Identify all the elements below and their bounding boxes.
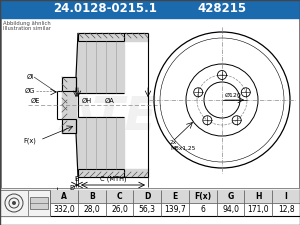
Text: 94,0: 94,0 [222, 205, 239, 214]
Text: ØH: ØH [82, 98, 92, 104]
Bar [50, 190, 300, 203]
Text: C: C [117, 192, 122, 201]
Text: 26,0: 26,0 [111, 205, 128, 214]
Text: C (MTH): C (MTH) [100, 176, 126, 182]
Bar [0, 190, 28, 216]
Text: F(x): F(x) [23, 138, 36, 144]
Bar [0, 0, 300, 18]
Text: 171,0: 171,0 [248, 205, 269, 214]
Bar [1, 18, 299, 188]
Text: F(x): F(x) [194, 192, 211, 201]
Text: 139,7: 139,7 [164, 205, 186, 214]
Bar [28, 190, 50, 216]
Text: 28,0: 28,0 [83, 205, 100, 214]
Text: ØA: ØA [105, 98, 115, 104]
Polygon shape [78, 117, 148, 177]
Text: 428215: 428215 [197, 2, 247, 16]
Text: Ø120: Ø120 [225, 92, 242, 97]
Text: D: D [144, 192, 150, 201]
Text: ØG: ØG [25, 88, 35, 94]
Polygon shape [76, 33, 78, 93]
Circle shape [12, 201, 16, 205]
Text: ØE: ØE [31, 98, 40, 104]
Polygon shape [76, 117, 78, 177]
Text: 6: 6 [200, 205, 205, 214]
Text: Abbildung ähnlich: Abbildung ähnlich [3, 21, 51, 26]
Text: E: E [172, 192, 178, 201]
Text: B: B [89, 192, 94, 201]
Polygon shape [62, 77, 76, 133]
Text: 24.0128-0215.1: 24.0128-0215.1 [53, 2, 157, 16]
Text: A: A [61, 192, 67, 201]
Text: 12,8: 12,8 [278, 205, 294, 214]
Text: 2x
M8x1,25: 2x M8x1,25 [170, 140, 195, 151]
Text: ATE: ATE [60, 95, 156, 140]
Text: B: B [75, 176, 79, 182]
Bar [30, 197, 48, 209]
Text: 56,3: 56,3 [139, 205, 156, 214]
Text: ØI: ØI [26, 74, 34, 80]
Text: 332,0: 332,0 [53, 205, 75, 214]
Text: G: G [227, 192, 234, 201]
Polygon shape [78, 33, 148, 93]
Text: Illustration similar: Illustration similar [3, 26, 51, 31]
Text: I: I [285, 192, 287, 201]
Text: D: D [69, 185, 74, 191]
Text: H: H [255, 192, 262, 201]
Bar [0, 190, 300, 216]
